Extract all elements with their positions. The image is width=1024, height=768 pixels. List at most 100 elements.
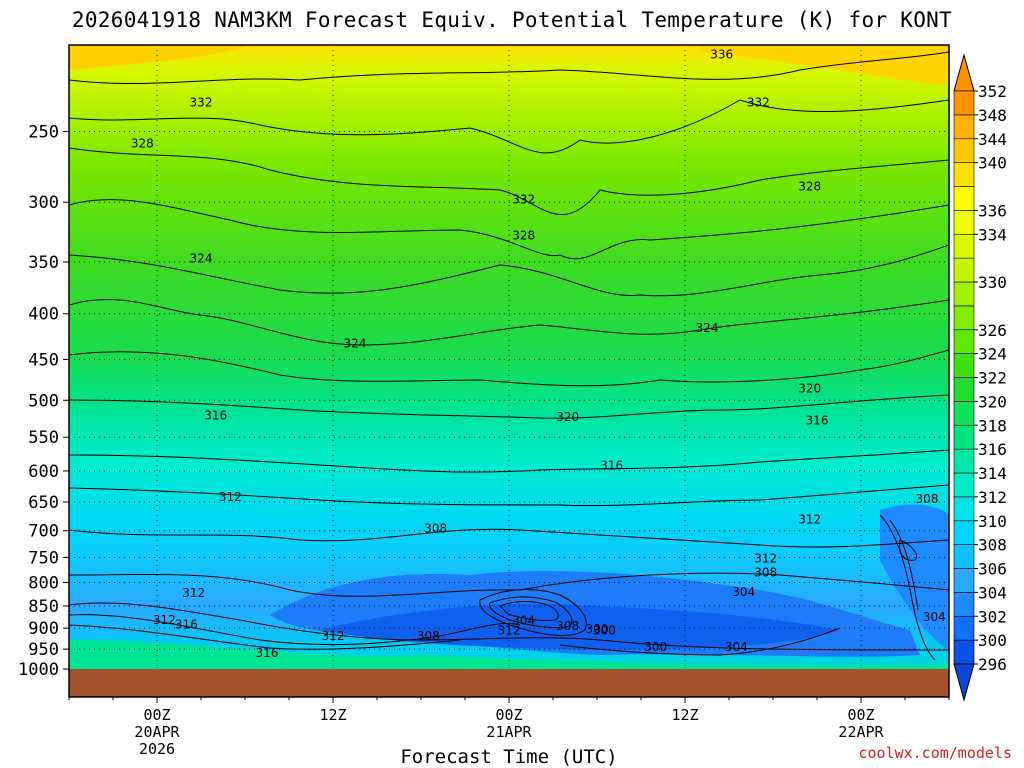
y-tick-label-800: 800: [28, 573, 59, 593]
contour-label-text: 300: [644, 640, 667, 654]
colorbar-label-314: 314: [978, 464, 1007, 483]
colorbar-segment-310: [953, 496, 975, 522]
contour-label-text: 312: [182, 586, 205, 600]
x-tick-label-0-0: 00Z: [143, 706, 170, 724]
x-tick-label-4-1: 22APR: [838, 723, 884, 741]
high-theta-patch-left: [69, 45, 250, 70]
plot-area: [69, 45, 949, 697]
contour-label-text: 316: [806, 414, 829, 428]
colorbar-segment-308: [953, 520, 975, 545]
y-tick-label-300: 300: [28, 193, 59, 213]
contour-label-332: 332: [190, 96, 213, 110]
y-tick-label-650: 650: [28, 493, 59, 513]
contour-label-text: 300: [593, 623, 616, 637]
y-tick-label-600: 600: [28, 462, 59, 482]
contour-label-308: 308: [556, 619, 579, 633]
colorbar-label-302: 302: [978, 607, 1007, 626]
contour-label-324: 324: [696, 321, 719, 335]
colorbar-label-320: 320: [978, 392, 1007, 411]
colorbar-label-330: 330: [978, 273, 1007, 292]
y-tick-label-700: 700: [28, 522, 59, 542]
y-tick-label-500: 500: [28, 391, 59, 411]
y-tick-label-350: 350: [28, 253, 59, 273]
contour-label-text: 320: [556, 410, 579, 424]
colorbar-label-300: 300: [978, 631, 1007, 650]
colorbar-bottom-arrow: [953, 663, 975, 702]
contour-label-text: 316: [600, 459, 623, 473]
contour-label-text: 320: [798, 381, 821, 395]
colorbar-segment-348: [953, 90, 975, 116]
contour-label-312: 312: [754, 551, 777, 565]
contour-label-308: 308: [417, 629, 440, 643]
contour-label-text: 328: [512, 229, 535, 243]
grid-lines: [69, 45, 949, 669]
x-tick-label-1-0: 12Z: [319, 706, 346, 724]
y-tick-label-750: 750: [28, 548, 59, 568]
colorbar-label-308: 308: [978, 536, 1007, 555]
colorbar-segment-318: [953, 401, 975, 426]
colorbar-label-306: 306: [978, 560, 1007, 579]
contour-label-text: 312: [153, 613, 176, 627]
colorbar-label-336: 336: [978, 201, 1007, 220]
colorbar-segment-300: [953, 615, 975, 641]
y-tick-label-850: 850: [28, 597, 59, 617]
y-axis: 2503003504004505005506006507007508008509…: [18, 123, 69, 680]
colorbar-label-316: 316: [978, 440, 1007, 459]
contour-label-316: 316: [600, 459, 623, 473]
colorbar-segment-344: [953, 114, 975, 140]
y-tick-label-950: 950: [28, 640, 59, 660]
y-tick-label-250: 250: [28, 123, 59, 143]
colorbar-label-352: 352: [978, 82, 1007, 101]
colorbar-label-340: 340: [978, 154, 1007, 173]
contour-label-text: 332: [190, 96, 213, 110]
contour-label-316: 316: [175, 618, 198, 632]
contour-label-308: 308: [424, 521, 447, 535]
colorbar-segment-330: [953, 257, 975, 283]
contour-label-text: 324: [696, 321, 719, 335]
contour-label-text: 316: [256, 646, 279, 660]
contour-label-304: 304: [512, 613, 535, 627]
colorbar-segment-324: [953, 329, 975, 354]
contour-label-312: 312: [322, 629, 345, 643]
contour-label-text: 304: [923, 610, 946, 624]
contour-lines: [69, 51, 949, 661]
colorbar-segment-312: [953, 472, 975, 498]
colorbar-label-324: 324: [978, 345, 1007, 364]
contour-label-text: 336: [710, 48, 733, 62]
contour-label-300: 300: [593, 623, 616, 637]
contour-label-text: 312: [219, 490, 242, 504]
contour-label-328: 328: [512, 229, 535, 243]
contour-label-312: 312: [498, 624, 521, 638]
contour-label-text: 312: [798, 512, 821, 526]
colorbar-segment-340: [953, 138, 975, 163]
x-tick-label-2-0: 00Z: [495, 706, 522, 724]
contour-label-text: 324: [190, 252, 213, 266]
contour-label-text: 300: [586, 622, 609, 636]
x-tick-label-2-1: 21APR: [486, 723, 532, 741]
contour-label-324: 324: [190, 252, 213, 266]
contour-label-304: 304: [725, 640, 748, 654]
contour-label-308: 308: [754, 566, 777, 580]
colorbar-top-arrow: [953, 53, 975, 92]
colorbar-segment-336: [953, 186, 975, 211]
colorbar-segment-332: [953, 233, 975, 259]
contour-label-312: 312: [182, 586, 205, 600]
colorbar-segment-322: [953, 353, 975, 378]
colorbar: 296 300 302 304 306 308 310 312 314 316 318 320 322 3…: [953, 53, 1007, 702]
x-tick-label-0-1: 20APR: [134, 723, 180, 741]
x-tick-label-3-0: 12Z: [671, 706, 698, 724]
y-tick-label-450: 450: [28, 350, 59, 370]
colorbar-segment-320: [953, 377, 975, 402]
contour-label-text: 312: [498, 624, 521, 638]
contour-label-text: 308: [754, 566, 777, 580]
contour-label-332: 332: [747, 96, 770, 110]
contour-label-304: 304: [923, 610, 946, 624]
contour-label-300: 300: [644, 640, 667, 654]
contour-label-text: 308: [424, 521, 447, 535]
y-tick-label-400: 400: [28, 305, 59, 325]
contour-label-328: 328: [798, 179, 821, 193]
contour-label-332: 332: [512, 193, 535, 207]
colorbar-segment-302: [953, 592, 975, 617]
colorbar-segment-304: [953, 568, 975, 593]
